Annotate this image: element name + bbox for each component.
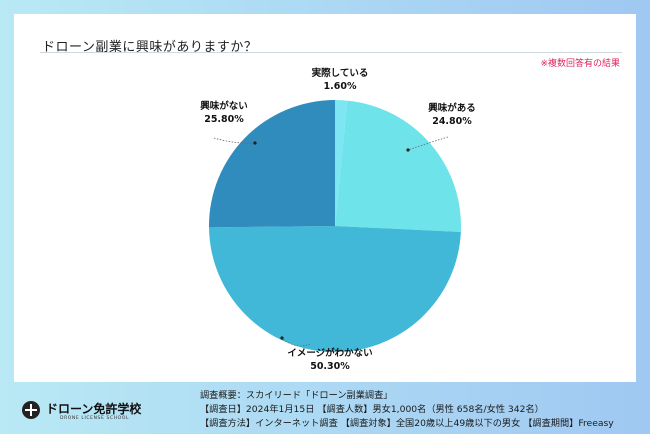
leader-dot bbox=[253, 141, 257, 145]
leader-dot bbox=[406, 148, 410, 152]
leader-line bbox=[213, 137, 256, 144]
slice-label: 興味がない bbox=[200, 100, 248, 112]
slice-value-label: 24.80% bbox=[432, 116, 472, 127]
logo-subtitle: DRONE LICENSE SCHOOL bbox=[60, 416, 130, 421]
survey-line: 調査概要：スカイリード「ドローン副業調査」 bbox=[200, 390, 393, 401]
survey-line: 【調査方法】インターネット調査 【調査対象】全国20歳以上49歳以下の男女 【調… bbox=[200, 418, 614, 429]
survey-line: 【調査日】2024年1月15日 【調査人数】男女1,000名（男性 658名/女… bbox=[200, 404, 544, 415]
leader-line bbox=[407, 136, 449, 151]
leader-dot bbox=[280, 336, 284, 340]
school-logo: ドローン免許学校 DRONE LICENSE SCHOOL bbox=[22, 399, 172, 429]
leader-line bbox=[281, 337, 311, 347]
slice-label: 実際している bbox=[312, 67, 369, 79]
slice-label: 興味がある bbox=[428, 102, 476, 114]
pie-slice bbox=[335, 100, 461, 232]
pie-slice bbox=[335, 100, 348, 226]
survey-details: 調査概要：スカイリード「ドローン副業調査」 【調査日】2024年1月15日 【調… bbox=[200, 389, 645, 431]
pie-slice bbox=[209, 226, 461, 353]
title-divider bbox=[40, 52, 622, 53]
pie-slice bbox=[209, 100, 335, 228]
logo-name: ドローン免許学校 bbox=[46, 402, 142, 416]
slice-value-label: 25.80% bbox=[204, 114, 244, 125]
slice-value-label: 50.30% bbox=[310, 361, 350, 372]
multiple-answer-note: ※複数回答有の結果 bbox=[540, 59, 620, 69]
slice-label: イメージがわかない bbox=[287, 347, 372, 359]
slice-value-label: 1.60% bbox=[324, 81, 357, 92]
drone-logo-icon bbox=[22, 401, 40, 419]
chart-title: ドローン副業に興味がありますか？ bbox=[42, 40, 258, 55]
